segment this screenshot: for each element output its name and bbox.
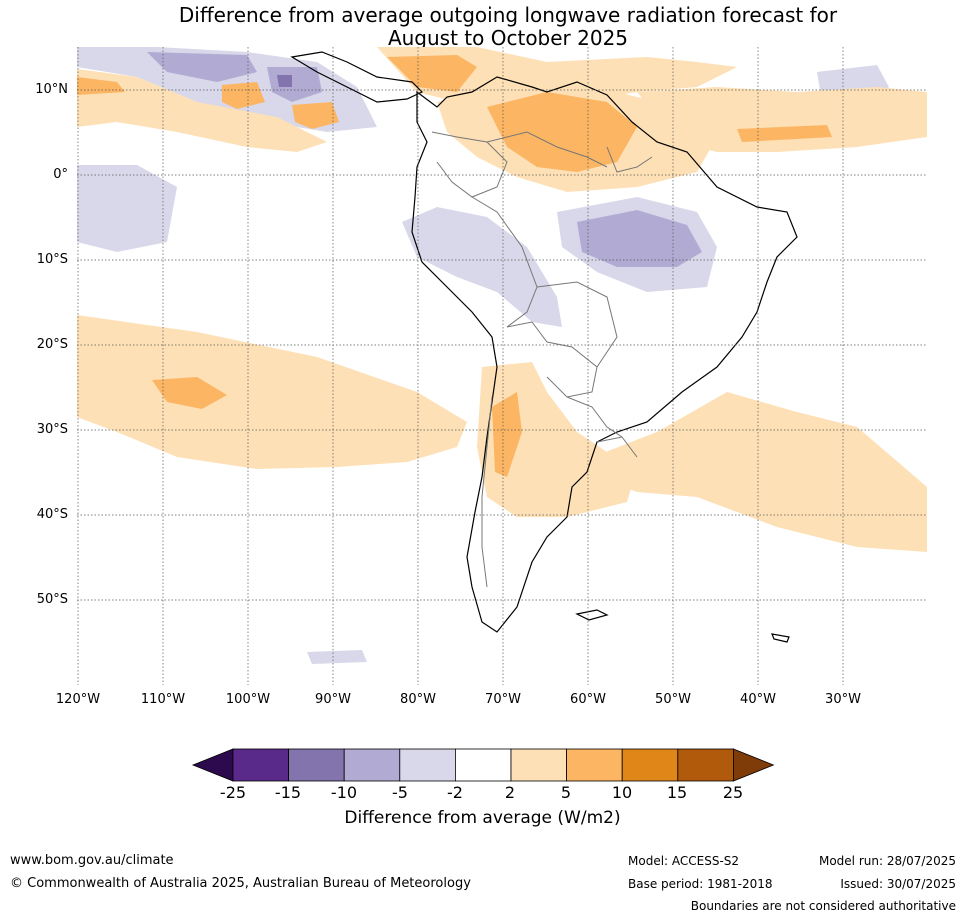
country-borders (431, 131, 653, 588)
anomaly-positive-south-atlantic (567, 392, 927, 552)
cb-tick-9: 15 (666, 783, 688, 802)
cb-tick-4: -5 (392, 783, 408, 802)
colorbar-label: Difference from average (W/m2) (344, 808, 621, 828)
colorbar-segment-4 (399, 748, 456, 782)
anomaly-positive-east-pacific-core-3 (292, 102, 339, 129)
anomaly-negative-amazon-core (577, 210, 702, 267)
falkland-islands (575, 609, 609, 621)
central-america-coastline (290, 51, 424, 103)
lat-label-20s: 20°S (36, 337, 68, 352)
lat-label-50s: 50°S (36, 592, 68, 607)
anomaly-negative-south-pacific (307, 650, 367, 664)
footer-base-period: Base period: 1981-2018 (628, 877, 773, 891)
cb-tick-2: -15 (274, 783, 302, 802)
footer-issued: Issued: 30/07/2025 (840, 877, 956, 891)
lat-label-0: 0° (53, 167, 68, 182)
lon-label-30w: 30°W (825, 692, 861, 707)
lat-label-10s: 10°S (36, 252, 68, 267)
border-colombia (431, 131, 508, 198)
lon-label-60w: 60°W (570, 692, 606, 707)
cb-tick-7: 5 (560, 783, 572, 802)
colorbar-segment-1 (232, 748, 289, 782)
anomaly-negative-north-pacific-core (147, 52, 257, 82)
border-peru (471, 196, 538, 328)
anomaly-positive-east-pacific-10n (77, 69, 327, 152)
cb-tick-8: 10 (611, 783, 633, 802)
colorbar-arrow-low (191, 748, 234, 782)
lat-label-10n: 10°N (35, 82, 68, 97)
border-venezuela (486, 131, 608, 168)
border-bolivia (506, 321, 598, 398)
gridlines (77, 47, 927, 685)
map-area (77, 47, 927, 685)
cb-tick-6: 2 (504, 783, 516, 802)
lon-label-40w: 40°W (740, 692, 776, 707)
border-guianas (606, 146, 653, 173)
cb-tick-5: -2 (447, 783, 463, 802)
anomaly-positive-tropical-atlantic (637, 87, 927, 152)
anomaly-positive-north-sa-core (487, 92, 637, 172)
coastlines (290, 51, 798, 643)
lat-label-40s: 40°S (36, 507, 68, 522)
lon-label-90w: 90°W (315, 692, 351, 707)
anomaly-positive-caribbean (377, 47, 737, 102)
south-america-coastline (411, 76, 798, 633)
colorbar-segment-7 (566, 748, 623, 782)
anomaly-positive-caribbean-core (387, 55, 477, 92)
anomaly-negative-amazon-west (402, 207, 562, 327)
border-argentina-chile (481, 396, 493, 588)
title-line-1: Difference from average outgoing longwav… (178, 3, 838, 27)
lat-label-30s: 30°S (36, 422, 68, 437)
lon-label-80w: 80°W (400, 692, 436, 707)
colorbar-segment-3 (343, 748, 401, 782)
map-svg (77, 47, 927, 685)
lon-label-120w: 120°W (55, 692, 101, 707)
map-title: Difference from average outgoing longwav… (0, 4, 965, 50)
footer-copyright: © Commonwealth of Australia 2025, Austra… (10, 876, 471, 891)
colorbar-segment-5 (454, 748, 512, 782)
lon-label-110w: 110°W (140, 692, 186, 707)
colorbar-arrow-high (733, 748, 775, 782)
anomaly-positive-east-pacific-core-2 (222, 82, 265, 109)
lon-label-50w: 50°W (655, 692, 691, 707)
anomaly-positive-east-pacific-core (77, 77, 125, 95)
anomaly-fields (77, 47, 927, 664)
anomaly-negative-east-pacific (77, 165, 177, 252)
footer-model: Model: ACCESS-S2 (628, 854, 740, 868)
anomaly-positive-tropical-atlantic-core (737, 125, 832, 142)
footer-website: www.bom.gov.au/climate (10, 853, 174, 868)
colorbar-segment-2 (288, 748, 345, 782)
footer-model-run: Model run: 28/07/2025 (818, 854, 956, 868)
cb-tick-1: -25 (219, 783, 247, 802)
cb-tick-10: 25 (722, 783, 744, 802)
footer-disclaimer: Boundaries are not considered authoritat… (690, 899, 956, 913)
anomaly-positive-andes-core (492, 392, 522, 477)
colorbar (191, 748, 775, 782)
south-georgia (771, 633, 790, 643)
border-uruguay (596, 436, 638, 458)
border-brazil-west (536, 281, 618, 368)
colorbar-segment-6 (510, 748, 567, 782)
border-paraguay (566, 396, 623, 438)
colorbar-segment-9 (677, 748, 734, 782)
anomaly-negative-panama-core (277, 75, 292, 87)
lon-label-70w: 70°W (485, 692, 521, 707)
lon-label-100w: 100°W (225, 692, 271, 707)
anomaly-positive-south-pacific (77, 315, 467, 469)
colorbar-segment-8 (621, 748, 679, 782)
title-line-2: August to October 2025 (387, 26, 629, 50)
cb-tick-3: -10 (330, 783, 358, 802)
anomaly-positive-south-pacific-core (152, 377, 227, 409)
